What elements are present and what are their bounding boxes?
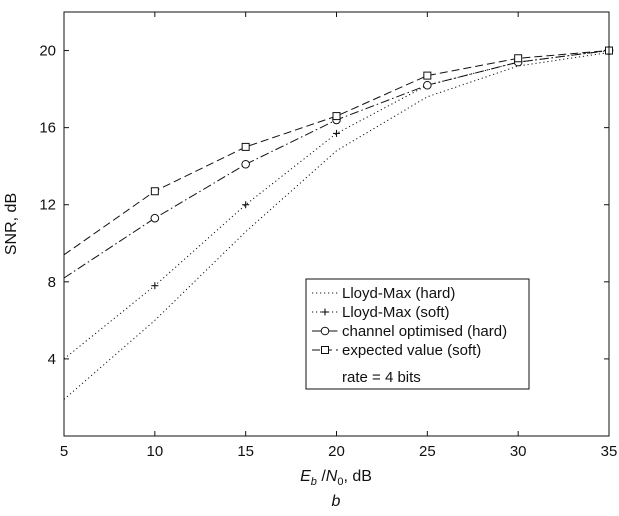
plot-frame [63, 11, 610, 437]
data-point [423, 71, 432, 80]
y-tick-label: 8 [48, 274, 56, 291]
x-tick-label: 10 [146, 443, 163, 460]
y-tick-label: 16 [39, 120, 56, 137]
legend-label: channel optimised (hard) [342, 323, 507, 340]
x-label-unit: , dB [343, 468, 371, 485]
data-point [332, 112, 341, 121]
x-label-e-sub: b [311, 476, 317, 488]
series-3 [63, 46, 613, 256]
legend-swatch-marker [321, 346, 329, 354]
legend-items: Lloyd-Max (hard) Lloyd-Max (soft) channel … [312, 285, 507, 359]
data-point [333, 129, 340, 137]
series-0 [63, 52, 610, 400]
data-point [514, 54, 523, 63]
y-tick-label: 20 [39, 43, 56, 60]
legend-label: Lloyd-Max (hard) [342, 285, 455, 302]
legend-entry: channel optimised (hard) [312, 323, 507, 340]
x-tick-label: 25 [419, 443, 436, 460]
legend-entry: expected value (soft) [312, 342, 481, 359]
x-label-n: N [326, 468, 338, 485]
x-tick-label: 5 [60, 443, 68, 460]
x-tick-label: 20 [328, 443, 345, 460]
x-tick-label: 30 [510, 443, 527, 460]
x-label-e: E [300, 468, 311, 485]
y-tick-label: 4 [48, 351, 56, 368]
series-line [63, 52, 610, 400]
x-tick-label: 35 [601, 443, 618, 460]
ticks-layer: 5 10 15 20 25 30 35 4 8 12 16 20 [39, 12, 617, 460]
series-line [63, 50, 610, 256]
data-point [150, 187, 159, 196]
legend-label: Lloyd-Max (soft) [342, 304, 450, 321]
data-point [242, 201, 250, 209]
data-point [241, 142, 250, 151]
series-2 [63, 46, 614, 279]
chart-caption: b [332, 493, 341, 510]
data-point [241, 159, 250, 169]
y-tick-label: 12 [39, 197, 56, 214]
x-tick-label: 15 [237, 443, 254, 460]
data-point [423, 80, 432, 90]
legend-entry: Lloyd-Max (soft) [312, 304, 450, 321]
y-axis-label: SNR, dB [3, 193, 20, 255]
legend-swatch-marker [320, 326, 330, 336]
legend-note: rate = 4 bits [342, 369, 421, 386]
series-line [63, 50, 610, 279]
legend-box [305, 278, 530, 390]
legend-swatch-marker [321, 308, 329, 316]
legend-label: expected value (soft) [342, 342, 481, 359]
data-point [151, 282, 159, 290]
x-label-sep: / [317, 468, 326, 485]
x-label-n-sub: 0 [337, 476, 343, 488]
data-point [150, 213, 160, 223]
series-layer [63, 46, 614, 400]
legend-entry: Lloyd-Max (hard) [312, 285, 455, 302]
x-axis-label: Eb /N0, dB [300, 468, 372, 488]
legend: Lloyd-Max (hard) Lloyd-Max (soft) channel … [305, 278, 530, 390]
